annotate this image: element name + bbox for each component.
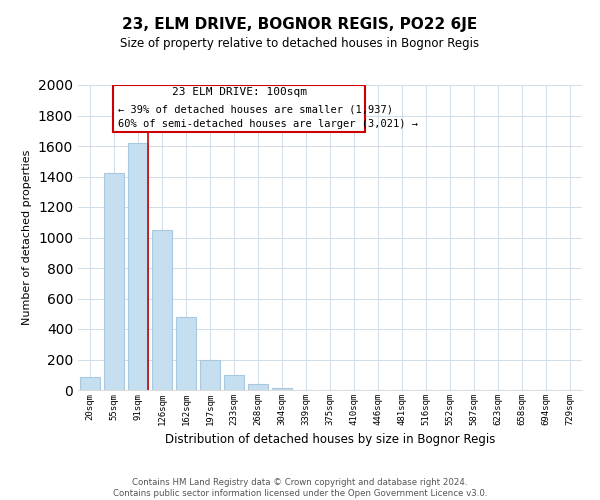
Text: Contains HM Land Registry data © Crown copyright and database right 2024.
Contai: Contains HM Land Registry data © Crown c… <box>113 478 487 498</box>
Bar <box>248 384 268 390</box>
Bar <box>80 377 100 390</box>
Bar <box>128 143 148 390</box>
Text: 60% of semi-detached houses are larger (3,021) →: 60% of semi-detached houses are larger (… <box>118 120 418 130</box>
Y-axis label: Number of detached properties: Number of detached properties <box>22 150 32 325</box>
Text: ← 39% of detached houses are smaller (1,937): ← 39% of detached houses are smaller (1,… <box>118 104 394 114</box>
Bar <box>176 317 196 390</box>
Bar <box>104 174 124 390</box>
Bar <box>272 388 292 390</box>
FancyBboxPatch shape <box>113 85 365 132</box>
Bar <box>224 375 244 390</box>
Bar <box>200 360 220 390</box>
Text: Size of property relative to detached houses in Bognor Regis: Size of property relative to detached ho… <box>121 38 479 51</box>
Text: 23 ELM DRIVE: 100sqm: 23 ELM DRIVE: 100sqm <box>172 88 307 98</box>
Bar <box>152 230 172 390</box>
X-axis label: Distribution of detached houses by size in Bognor Regis: Distribution of detached houses by size … <box>165 434 495 446</box>
Text: 23, ELM DRIVE, BOGNOR REGIS, PO22 6JE: 23, ELM DRIVE, BOGNOR REGIS, PO22 6JE <box>122 18 478 32</box>
